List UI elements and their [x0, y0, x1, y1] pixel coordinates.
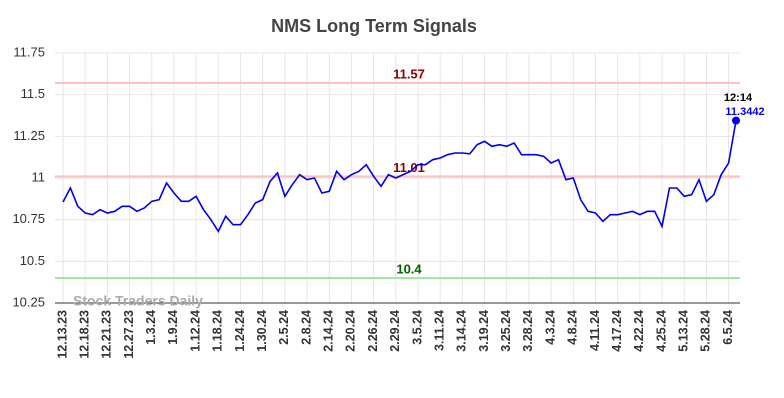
y-tick-label: 10.5	[20, 253, 45, 268]
x-tick-label: 4.22.24	[632, 310, 646, 352]
x-tick-label: 3.28.24	[521, 310, 535, 352]
watermark: Stock Traders Daily	[73, 293, 203, 309]
x-tick-label: 1.30.24	[255, 310, 269, 352]
x-tick-label: 3.25.24	[499, 310, 513, 352]
x-tick-label: 12.27.23	[122, 310, 136, 359]
y-tick-label: 11	[32, 169, 46, 184]
chart-title: NMS Long Term Signals	[271, 16, 477, 36]
x-tick-label: 2.14.24	[322, 310, 336, 352]
signal-label: 11.57	[393, 66, 425, 81]
y-tick-label: 10.75	[12, 211, 45, 226]
x-tick-label: 1.12.24	[188, 310, 202, 352]
x-tick-label: 1.9.24	[166, 310, 180, 345]
x-tick-label: 2.26.24	[366, 310, 380, 352]
y-tick-label: 11.5	[21, 86, 45, 101]
x-tick-label: 1.3.24	[144, 310, 158, 345]
x-tick-label: 3.5.24	[410, 310, 424, 345]
x-tick-label: 2.8.24	[299, 310, 313, 345]
signal-label: 10.4	[396, 261, 422, 276]
x-tick-label: 12.21.23	[100, 310, 114, 359]
last-time: 12:14	[724, 92, 753, 104]
x-tick-label: 5.13.24	[677, 310, 691, 352]
y-tick-label: 10.25	[12, 294, 45, 309]
x-tick-label: 4.8.24	[566, 310, 580, 345]
x-tick-label: 6.5.24	[721, 310, 735, 345]
x-tick-label: 5.28.24	[699, 310, 713, 352]
last-value: 11.3442	[725, 106, 764, 118]
x-tick-label: 2.29.24	[388, 310, 402, 352]
x-tick-label: 12.13.23	[55, 310, 69, 359]
x-tick-label: 4.11.24	[588, 310, 602, 351]
x-tick-label: 3.14.24	[455, 310, 469, 352]
x-tick-label: 4.3.24	[543, 310, 557, 345]
signal-label: 11.01	[393, 160, 425, 175]
x-tick-label: 3.11.24	[432, 310, 446, 351]
last-point	[732, 116, 740, 125]
x-tick-label: 4.17.24	[610, 310, 624, 352]
x-tick-label: 3.19.24	[477, 310, 491, 352]
y-tick-label: 11.75	[13, 44, 45, 59]
price-line	[62, 120, 737, 233]
y-tick-label: 11.25	[13, 128, 45, 143]
x-tick-label: 1.24.24	[233, 310, 247, 352]
x-tick-label: 4.25.24	[654, 310, 668, 352]
x-tick-label: 12.18.23	[77, 310, 91, 359]
x-tick-label: 2.20.24	[344, 310, 358, 352]
x-tick-label: 1.18.24	[211, 310, 225, 352]
x-tick-label: 2.5.24	[277, 310, 291, 345]
